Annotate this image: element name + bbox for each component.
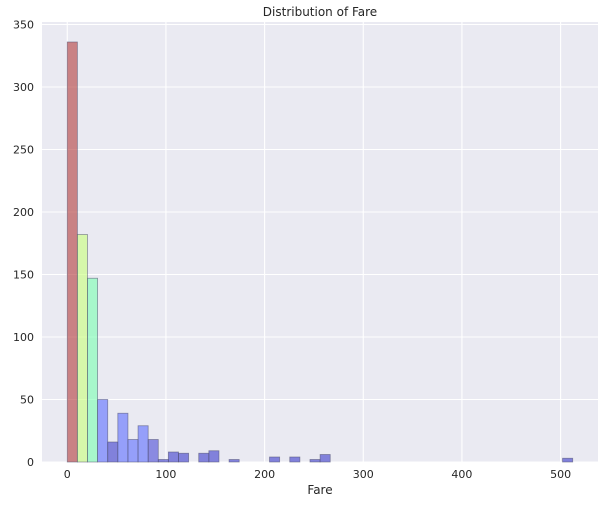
y-tick-label: 300 <box>13 81 34 94</box>
x-axis-label: Fare <box>307 483 332 497</box>
grid-lines <box>42 22 598 463</box>
histogram-bar <box>309 459 321 463</box>
plot-area <box>42 22 598 462</box>
histogram-bar <box>208 450 220 463</box>
y-tick-label: 100 <box>13 331 34 344</box>
histogram-bar <box>87 277 99 463</box>
histogram-bar <box>269 456 281 463</box>
y-tick-label: 250 <box>13 144 34 157</box>
histogram-bar <box>137 425 149 463</box>
histogram-bar <box>117 412 129 463</box>
histogram-bar <box>66 41 78 463</box>
histogram-bar <box>107 441 119 463</box>
histogram-bar <box>76 234 88 463</box>
y-tick-labels: 0 50 100 150 200 250 300 350 <box>13 19 34 470</box>
histogram-bar <box>127 439 139 463</box>
x-tick-label: 100 <box>155 468 176 481</box>
bars <box>66 41 574 463</box>
x-tick-label: 400 <box>451 468 472 481</box>
histogram-bar <box>97 399 109 463</box>
x-tick-labels: 0 100 200 300 400 500 <box>64 468 571 481</box>
histogram-bar <box>157 459 169 463</box>
histogram-bar <box>562 457 574 463</box>
histogram-bar <box>178 452 190 463</box>
x-tick-label: 500 <box>550 468 571 481</box>
histogram-bar <box>289 456 301 463</box>
histogram-bar <box>167 451 179 463</box>
x-tick-label: 200 <box>254 468 275 481</box>
histogram-bar <box>198 452 210 463</box>
y-tick-label: 200 <box>13 206 34 219</box>
histogram-bar <box>147 439 159 463</box>
y-tick-label: 50 <box>20 394 34 407</box>
x-tick-label: 300 <box>353 468 374 481</box>
chart-title: Distribution of Fare <box>263 5 377 19</box>
y-tick-label: 150 <box>13 269 34 282</box>
histogram-bar <box>228 459 240 463</box>
y-tick-label: 350 <box>13 19 34 32</box>
y-tick-label: 0 <box>27 456 34 469</box>
histogram-bar <box>319 454 331 463</box>
x-tick-label: 0 <box>64 468 71 481</box>
